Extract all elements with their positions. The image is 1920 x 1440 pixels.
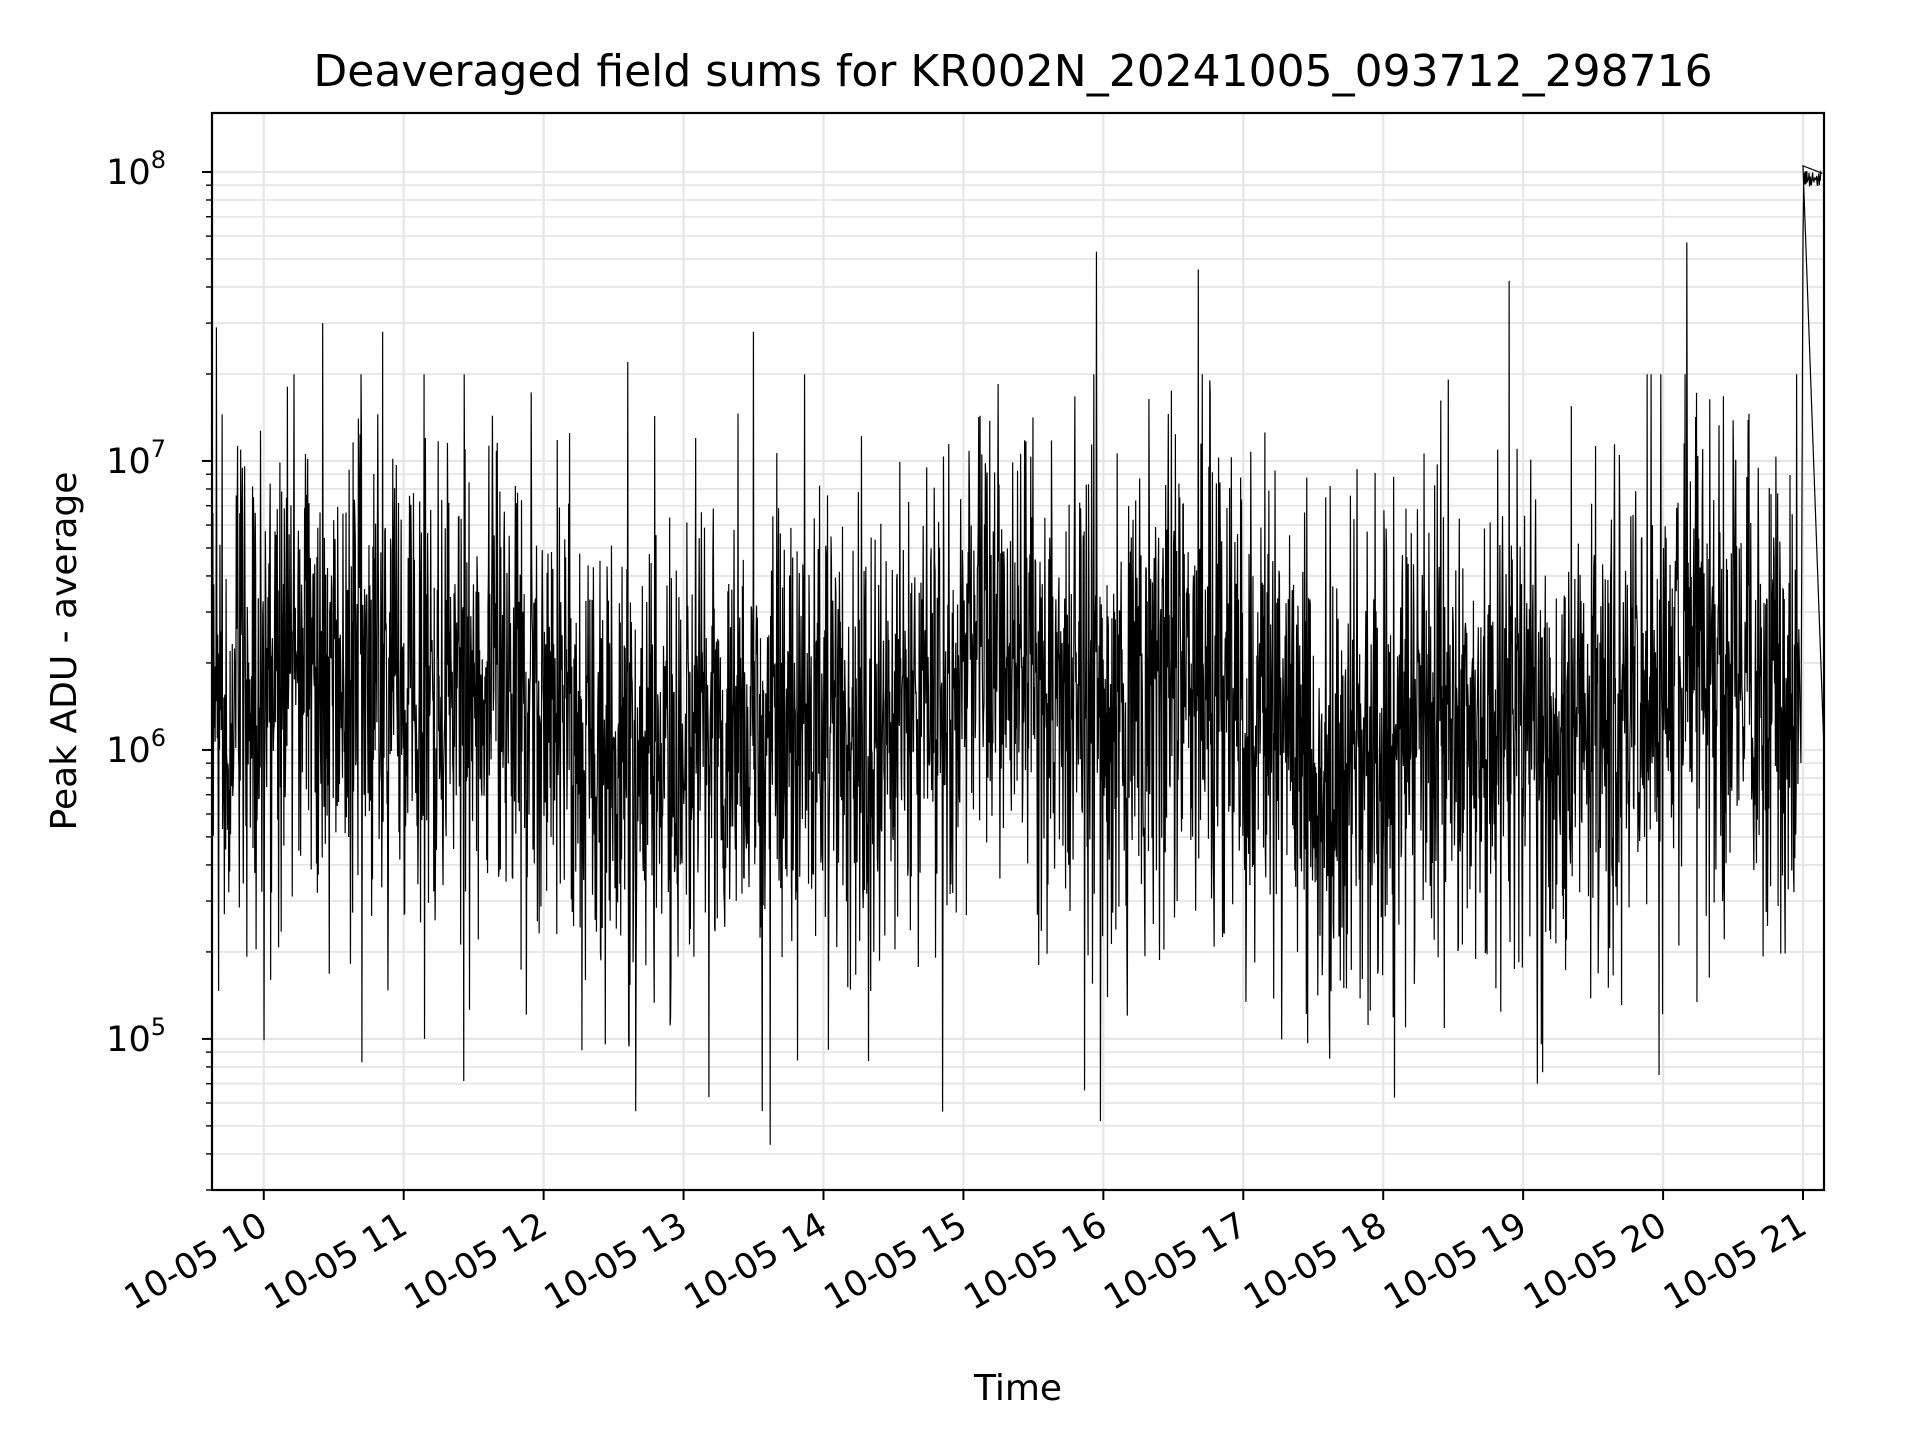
y-tick-label-exponent: 6 bbox=[151, 724, 166, 752]
y-tick-label: 108 bbox=[106, 146, 166, 193]
y-tick-label: 105 bbox=[106, 1013, 166, 1060]
y-axis-label: Peak ADU - average bbox=[44, 472, 85, 831]
y-tick-label-base: 10 bbox=[106, 1020, 151, 1060]
y-tick-label-exponent: 5 bbox=[151, 1013, 166, 1041]
y-tick-label: 106 bbox=[106, 724, 166, 771]
data-series-line bbox=[211, 164, 1825, 1145]
y-tick-label-base: 10 bbox=[106, 442, 151, 482]
chart-title: Deaveraged field sums for KR002N_2024100… bbox=[313, 46, 1712, 97]
x-axis-label: Time bbox=[973, 1368, 1062, 1409]
plot-frame bbox=[210, 111, 1826, 1192]
series-layer bbox=[211, 164, 1825, 1145]
y-tick-label: 107 bbox=[106, 435, 166, 482]
y-tick-label-exponent: 8 bbox=[151, 146, 166, 174]
y-tick-label-base: 10 bbox=[106, 153, 151, 193]
y-tick-label-exponent: 7 bbox=[151, 435, 166, 463]
y-tick-label-base: 10 bbox=[106, 731, 151, 771]
